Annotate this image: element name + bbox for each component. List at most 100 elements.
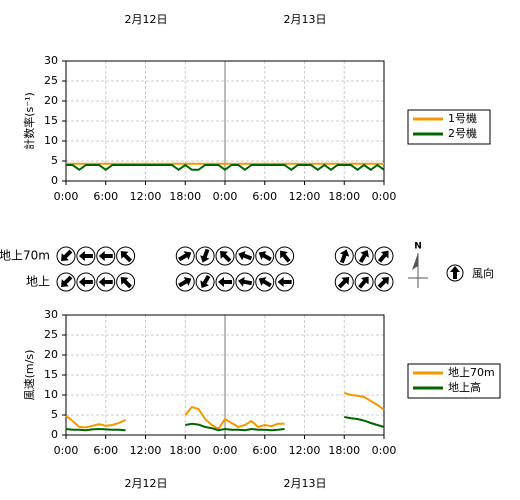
wind-arrow-head: [339, 249, 350, 264]
y-tick-label: 25: [44, 328, 58, 341]
wind-arrow: [195, 246, 215, 266]
wind-arrow-head: [358, 249, 369, 264]
wind-arrow-head: [280, 250, 291, 263]
wind-arrow-head: [218, 277, 232, 287]
wind-arrow: [275, 246, 295, 266]
wind-arrow-head: [258, 251, 272, 262]
series-line: [65, 392, 385, 431]
wind-arrow: [56, 272, 76, 292]
wind-arrow: [334, 272, 354, 292]
wind-arrow: [175, 246, 195, 266]
wind-arrow: [374, 272, 394, 292]
legend-label: 地上高: [448, 380, 481, 394]
y-tick-label: 20: [44, 94, 58, 107]
wind-arrow: [96, 246, 116, 266]
x-tick-label: 0:00: [54, 444, 79, 457]
x-tick-label: 18:00: [328, 190, 360, 203]
wind-arrow-head: [220, 251, 232, 263]
wind-arrow-head: [98, 251, 113, 261]
x-tick-label: 0:00: [54, 190, 79, 203]
x-tick-label: 18:00: [169, 444, 201, 457]
wind-arrow-head: [377, 250, 389, 263]
x-tick-label: 6:00: [93, 444, 118, 457]
y-tick-label: 30: [44, 308, 58, 321]
wind-arrow: [76, 246, 96, 266]
x-tick-label: 0:00: [372, 444, 397, 457]
y-axis-label: 計数率(s⁻¹): [22, 92, 36, 150]
wind-arrow-head: [337, 277, 350, 289]
y-tick-label: 15: [44, 114, 58, 127]
wind-arrow: [374, 246, 394, 266]
compass-arrow: [412, 253, 418, 270]
wind-arrow: [195, 272, 215, 292]
plot-frame: [65, 314, 385, 436]
wind-arrow-head: [178, 251, 192, 262]
legend-box: [407, 363, 501, 399]
wind-legend-label: 風向: [472, 266, 494, 280]
wind-arrow: [354, 272, 374, 292]
wind-row-label: 地上: [26, 275, 50, 289]
wind-arrow: [215, 272, 235, 292]
y-tick-label: 10: [44, 134, 58, 147]
wind-arrow-head: [61, 275, 73, 287]
x-tick-label: 12:00: [289, 190, 321, 203]
wind-arrow-head: [78, 251, 93, 261]
wind-arrow: [175, 272, 195, 292]
wind-row-label: 地上70m: [0, 249, 50, 263]
x-tick-label: 6:00: [252, 444, 277, 457]
wind-arrow-head: [120, 251, 132, 263]
wind-arrow-head: [200, 248, 210, 263]
x-tick-label: 0:00: [372, 190, 397, 203]
wind-arrow-head: [238, 250, 253, 261]
x-tick-label: 18:00: [169, 190, 201, 203]
wind-arrow: [235, 246, 255, 266]
wind-arrow: [235, 272, 255, 292]
y-axis-label: 風速(m/s): [23, 350, 36, 401]
wind-arrow-head: [200, 274, 211, 289]
x-tick-label: 12:00: [289, 444, 321, 457]
plot-frame: [65, 60, 385, 182]
wind-arrow: [255, 246, 275, 266]
wind-arrow-head: [358, 276, 369, 289]
date-label: 2月13日: [284, 13, 327, 26]
wind-arrow-head: [237, 276, 253, 287]
y-tick-label: 25: [44, 74, 58, 87]
legend-box: [407, 109, 491, 145]
date-label: 2月13日: [284, 477, 327, 490]
y-tick-label: 20: [44, 348, 58, 361]
wind-arrow-head: [98, 277, 113, 287]
wind-arrow-head: [377, 277, 389, 289]
wind-arrow: [96, 272, 116, 292]
wind-arrow: [215, 246, 235, 266]
wind-arrow: [116, 272, 136, 292]
x-tick-label: 0:00: [213, 444, 238, 457]
legend-label: 地上70m: [448, 366, 495, 379]
x-tick-label: 0:00: [213, 190, 238, 203]
x-tick-label: 12:00: [130, 444, 162, 457]
x-tick-label: 12:00: [130, 190, 162, 203]
wind-arrow: [56, 246, 76, 266]
legend-label: 2号機: [448, 126, 477, 140]
x-tick-label: 6:00: [93, 190, 118, 203]
wind-arrow-head: [258, 277, 272, 288]
wind-arrow: [354, 246, 374, 266]
wind-legend: 風向: [446, 264, 494, 282]
wind-arrow-head: [277, 277, 292, 287]
wind-arrow-head: [61, 249, 73, 261]
y-tick-label: 0: [51, 174, 58, 187]
wind-arrow: [334, 246, 354, 266]
y-tick-label: 10: [44, 388, 58, 401]
compass: N: [408, 242, 428, 288]
series-line: [66, 163, 385, 172]
x-tick-label: 18:00: [328, 444, 360, 457]
date-label: 2月12日: [125, 13, 168, 26]
x-tick-label: 6:00: [252, 190, 277, 203]
date-label: 2月12日: [125, 477, 168, 490]
y-tick-label: 15: [44, 368, 58, 381]
wind-arrow: [76, 272, 96, 292]
y-tick-label: 5: [51, 408, 58, 421]
wind-arrow-head: [178, 277, 192, 288]
wind-arrow-head: [120, 277, 132, 289]
wind-arrow-head: [78, 277, 93, 287]
